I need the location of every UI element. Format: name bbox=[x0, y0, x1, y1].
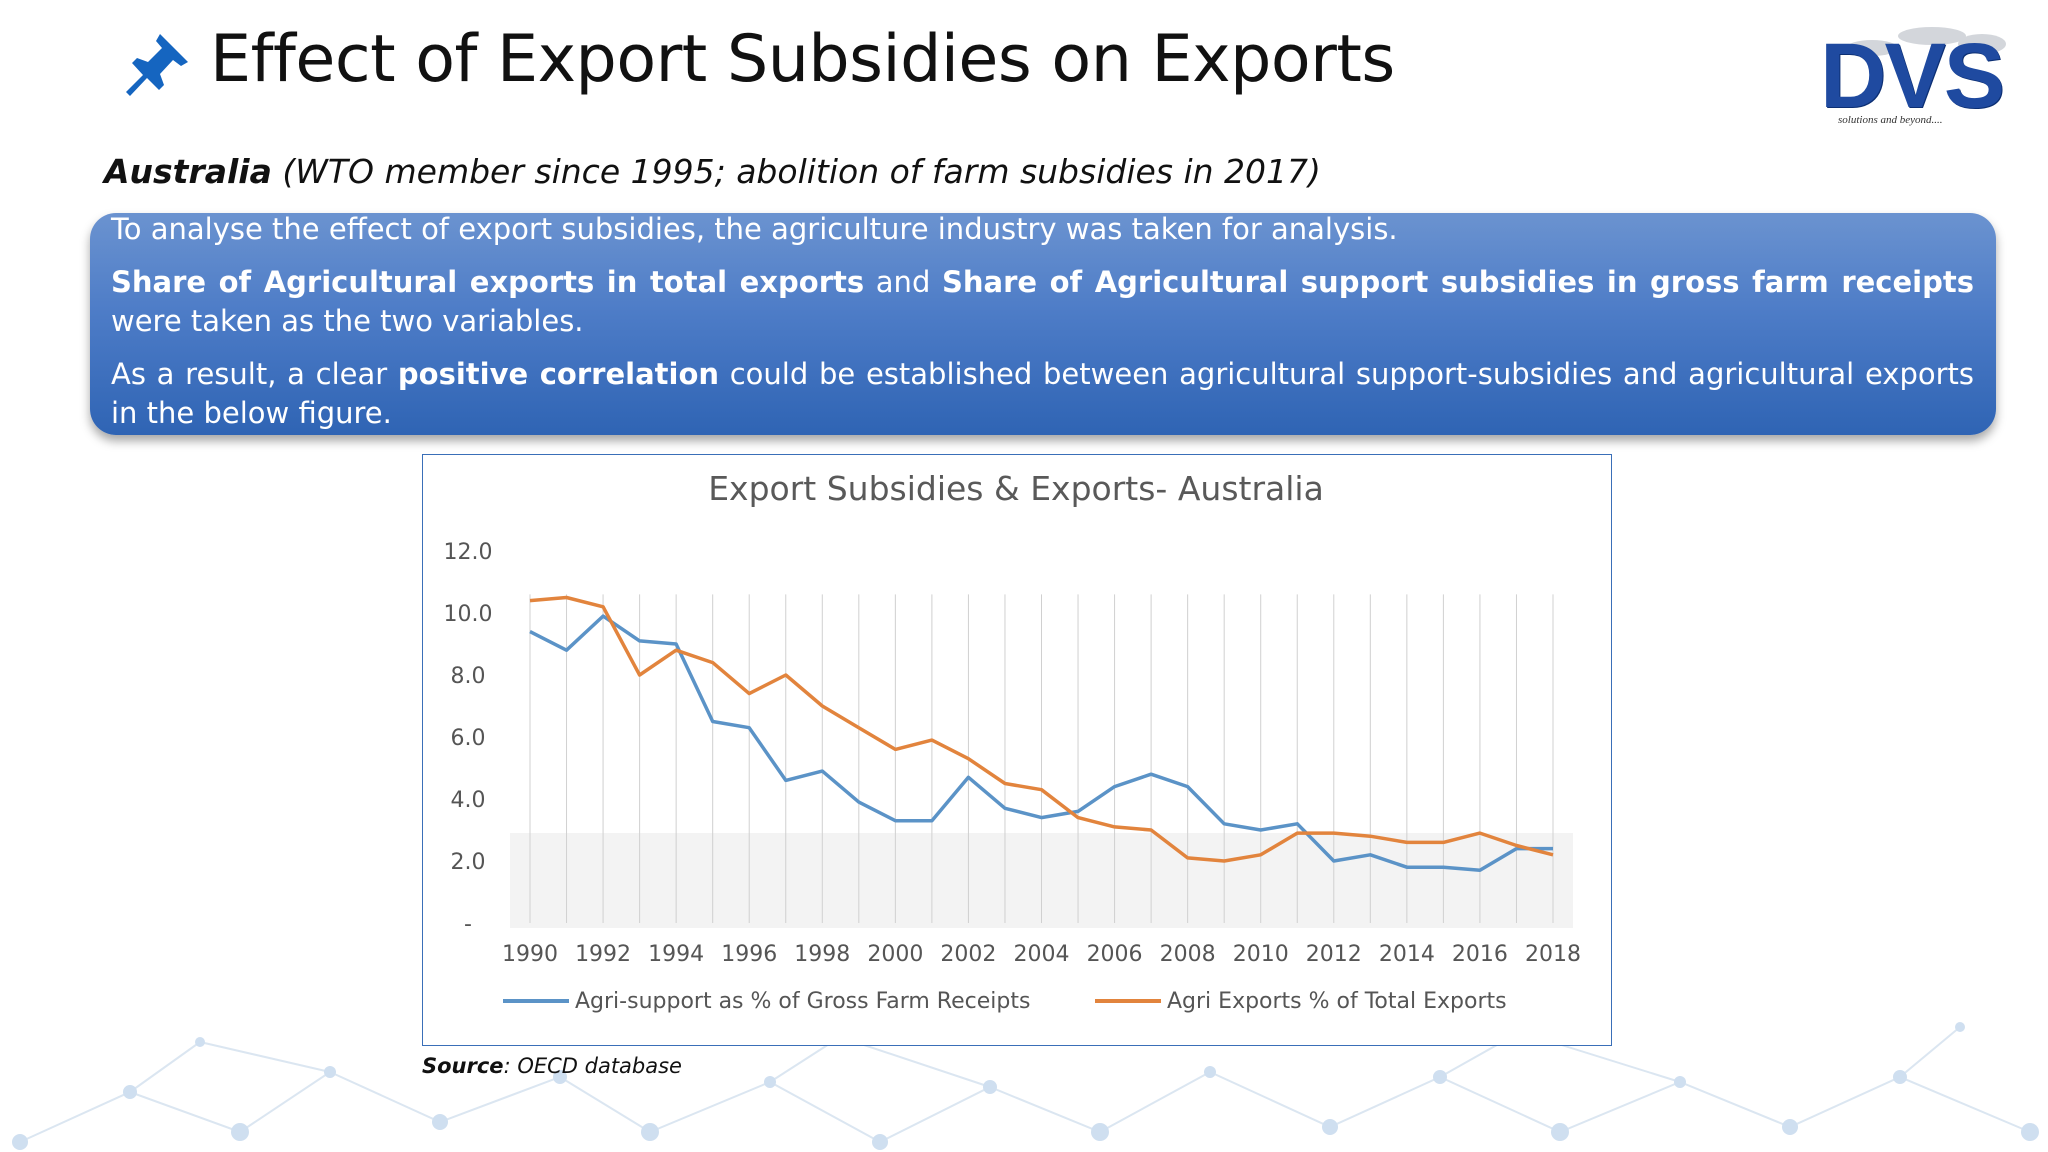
info-p2-bold-1: Share of Agricultural exports in total e… bbox=[111, 265, 864, 299]
info-p2-text-1: and bbox=[864, 265, 942, 299]
x-tick-label: 1990 bbox=[502, 942, 558, 967]
x-tick-label: 2010 bbox=[1233, 942, 1289, 967]
x-tick-label: 2006 bbox=[1087, 942, 1143, 967]
x-tick-label: 2002 bbox=[940, 942, 996, 967]
chart-container: Export Subsidies & Exports- Australia 12… bbox=[422, 454, 1612, 1046]
info-p2-bold-2: Share of Agricultural support subsidies … bbox=[942, 265, 1974, 299]
x-tick-label: 1994 bbox=[648, 942, 704, 967]
x-tick-label: 2008 bbox=[1160, 942, 1216, 967]
source-label: Source bbox=[422, 1054, 504, 1078]
info-p3-text-1: As a result, a clear bbox=[111, 357, 398, 391]
x-tick-label: 2012 bbox=[1306, 942, 1362, 967]
subtitle-country: Australia bbox=[104, 152, 272, 191]
info-p3-bold: positive correlation bbox=[398, 357, 719, 391]
subtitle: Australia (WTO member since 1995; abolit… bbox=[104, 152, 1321, 191]
line-chart: Export Subsidies & Exports- Australia 12… bbox=[423, 455, 1610, 1044]
x-tick-label: 2000 bbox=[867, 942, 923, 967]
dvs-logo: DVS solutions and beyond.... bbox=[1812, 18, 2022, 133]
x-tick-label: 2004 bbox=[1014, 942, 1070, 967]
page-title: Effect of Export Subsidies on Exports bbox=[210, 22, 1395, 97]
info-paragraph-2: Share of Agricultural exports in total e… bbox=[111, 263, 1974, 341]
y-tick-label: 2.0 bbox=[451, 850, 486, 875]
info-p2-text-2: were taken as the two variables. bbox=[111, 304, 584, 338]
x-tick-label: 1996 bbox=[721, 942, 777, 967]
y-tick-label: 12.0 bbox=[444, 540, 493, 565]
legend-label-1: Agri-support as % of Gross Farm Receipts bbox=[575, 989, 1030, 1014]
x-tick-label: 2016 bbox=[1452, 942, 1508, 967]
y-tick-label: 6.0 bbox=[451, 726, 486, 751]
y-tick-label: - bbox=[464, 912, 472, 937]
x-tick-label: 1998 bbox=[794, 942, 850, 967]
info-paragraph-1: To analyse the effect of export subsidie… bbox=[111, 210, 1974, 249]
logo-tagline: solutions and beyond.... bbox=[1838, 114, 1943, 126]
legend-label-2: Agri Exports % of Total Exports bbox=[1167, 989, 1507, 1014]
info-paragraph-3: As a result, a clear positive correlatio… bbox=[111, 355, 1974, 433]
x-tick-label: 2018 bbox=[1525, 942, 1581, 967]
y-tick-label: 10.0 bbox=[444, 602, 493, 627]
pushpin-icon bbox=[120, 30, 192, 102]
logo-wordmark: DVS bbox=[1820, 30, 2003, 122]
subtitle-detail: (WTO member since 1995; abolition of far… bbox=[272, 152, 1321, 191]
source-note: Source: OECD database bbox=[422, 1054, 682, 1078]
x-tick-label: 1992 bbox=[575, 942, 631, 967]
chart-title: Export Subsidies & Exports- Australia bbox=[708, 469, 1324, 508]
x-tick-label: 2014 bbox=[1379, 942, 1435, 967]
y-tick-label: 8.0 bbox=[451, 664, 486, 689]
info-box: To analyse the effect of export subsidie… bbox=[90, 213, 1996, 435]
y-tick-label: 4.0 bbox=[451, 788, 486, 813]
source-text: : OECD database bbox=[504, 1054, 682, 1078]
